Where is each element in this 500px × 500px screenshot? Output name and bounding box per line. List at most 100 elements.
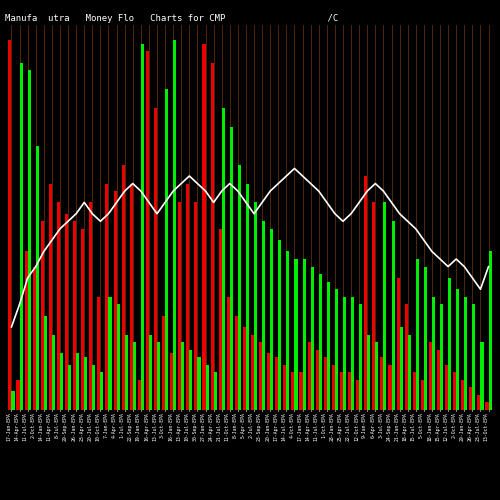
Bar	[226, 297, 230, 410]
Bar	[392, 222, 394, 410]
Bar	[122, 164, 124, 410]
Bar	[270, 229, 274, 410]
Bar	[456, 289, 460, 410]
Bar	[310, 266, 314, 410]
Bar	[294, 259, 298, 410]
Bar	[470, 388, 472, 410]
Bar	[235, 316, 238, 410]
Bar	[251, 334, 254, 410]
Bar	[348, 372, 351, 410]
Bar	[302, 259, 306, 410]
Bar	[351, 297, 354, 410]
Bar	[335, 289, 338, 410]
Bar	[412, 372, 416, 410]
Bar	[52, 334, 55, 410]
Bar	[408, 334, 410, 410]
Bar	[267, 354, 270, 410]
Bar	[429, 342, 432, 410]
Bar	[106, 184, 108, 410]
Bar	[198, 357, 200, 410]
Bar	[480, 342, 484, 410]
Bar	[165, 89, 168, 410]
Bar	[218, 229, 222, 410]
Bar	[464, 297, 468, 410]
Bar	[162, 316, 165, 410]
Bar	[286, 252, 290, 410]
Bar	[124, 334, 128, 410]
Bar	[488, 252, 492, 410]
Bar	[380, 357, 384, 410]
Bar	[108, 297, 112, 410]
Bar	[182, 342, 184, 410]
Bar	[178, 202, 182, 410]
Bar	[367, 334, 370, 410]
Bar	[238, 164, 241, 410]
Bar	[12, 391, 14, 410]
Bar	[154, 108, 157, 410]
Bar	[130, 184, 133, 410]
Bar	[49, 184, 52, 410]
Bar	[453, 372, 456, 410]
Bar	[90, 202, 92, 410]
Bar	[65, 214, 68, 410]
Bar	[246, 184, 249, 410]
Bar	[173, 40, 176, 410]
Bar	[92, 364, 96, 410]
Bar	[202, 44, 205, 410]
Bar	[364, 176, 367, 410]
Bar	[44, 316, 47, 410]
Bar	[340, 372, 343, 410]
Bar	[416, 259, 419, 410]
Bar	[432, 297, 435, 410]
Bar	[332, 364, 335, 410]
Bar	[40, 222, 44, 410]
Bar	[372, 202, 376, 410]
Bar	[259, 342, 262, 410]
Bar	[16, 380, 20, 410]
Bar	[114, 191, 116, 410]
Bar	[324, 357, 327, 410]
Bar	[230, 127, 233, 410]
Bar	[424, 266, 427, 410]
Bar	[100, 372, 103, 410]
Bar	[190, 350, 192, 410]
Bar	[157, 342, 160, 410]
Bar	[384, 202, 386, 410]
Bar	[300, 372, 302, 410]
Bar	[210, 62, 214, 410]
Bar	[461, 380, 464, 410]
Bar	[275, 357, 278, 410]
Bar	[478, 395, 480, 410]
Bar	[292, 372, 294, 410]
Bar	[146, 52, 149, 410]
Bar	[437, 350, 440, 410]
Bar	[81, 229, 84, 410]
Bar	[222, 108, 225, 410]
Bar	[98, 297, 100, 410]
Bar	[149, 334, 152, 410]
Bar	[472, 304, 476, 410]
Bar	[243, 327, 246, 410]
Bar	[448, 278, 451, 410]
Bar	[194, 202, 198, 410]
Bar	[214, 372, 216, 410]
Bar	[32, 266, 35, 410]
Bar	[318, 274, 322, 410]
Bar	[186, 184, 190, 410]
Bar	[133, 342, 136, 410]
Bar	[73, 222, 76, 410]
Bar	[278, 240, 281, 410]
Bar	[24, 252, 28, 410]
Bar	[327, 282, 330, 410]
Bar	[376, 342, 378, 410]
Bar	[440, 304, 443, 410]
Bar	[359, 304, 362, 410]
Bar	[28, 70, 30, 410]
Bar	[76, 354, 79, 410]
Bar	[388, 364, 392, 410]
Bar	[138, 380, 141, 410]
Bar	[8, 40, 12, 410]
Bar	[404, 304, 407, 410]
Bar	[421, 380, 424, 410]
Bar	[84, 357, 87, 410]
